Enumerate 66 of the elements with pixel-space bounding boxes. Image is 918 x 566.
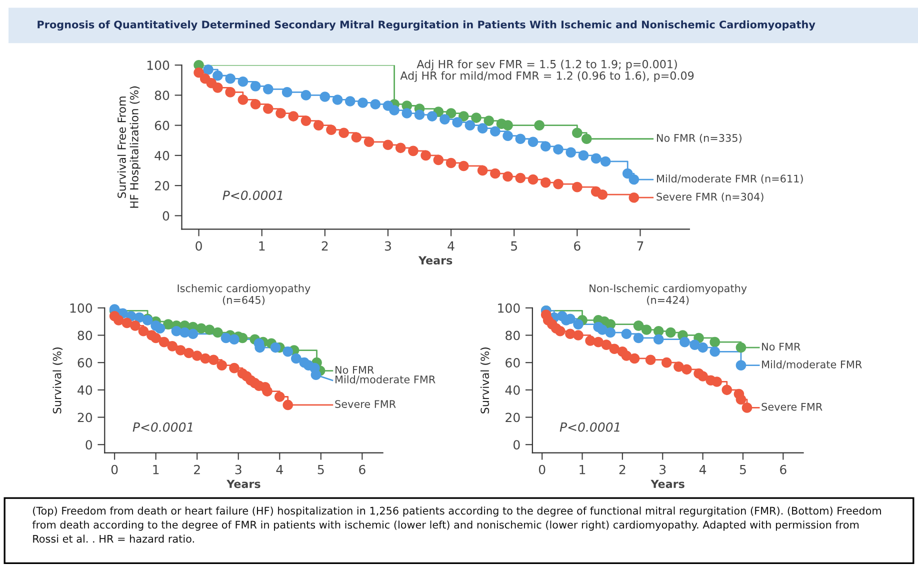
x-tick-label: 0 xyxy=(538,464,546,474)
y-tick-label: 60 xyxy=(506,358,520,368)
y-tick-label: 40 xyxy=(505,385,520,395)
legend-label: Mild/moderate FMR (n=611) xyxy=(657,174,803,184)
legend-label: Mild/moderate FMR xyxy=(762,360,862,370)
x-axis-title: Years xyxy=(418,256,452,265)
x-tick-label: 6 xyxy=(780,464,786,474)
x-tick-label: 2 xyxy=(194,464,200,474)
y-axis-title: Survival Free From HF Hospitalization (%) xyxy=(117,86,141,208)
y-tick-label: 0 xyxy=(86,440,92,450)
y-tick-label: 60 xyxy=(154,120,170,130)
x-tick-label: 4 xyxy=(699,464,706,474)
legend-label: Severe FMR xyxy=(335,400,396,408)
y-tick-label: 100 xyxy=(70,303,92,313)
y-tick-label: 100 xyxy=(147,60,170,70)
y-tick-label: 0 xyxy=(514,440,520,450)
x-tick-label: 4 xyxy=(276,464,283,474)
x-tick-label: 5 xyxy=(318,464,324,474)
y-tick-label: 80 xyxy=(78,330,92,340)
x-tick-label: 4 xyxy=(448,241,454,251)
legend-label: Severe FMR xyxy=(762,402,822,411)
legend-label: No FMR xyxy=(762,342,800,351)
x-tick-label: 0 xyxy=(196,241,202,251)
x-tick-label: 3 xyxy=(235,464,242,474)
annotation: Adj HR for mild/mod FMR = 1.2 (0.96 to 1.6), p=0.09 xyxy=(400,71,694,82)
legend-label: Mild/moderate FMR xyxy=(336,375,436,384)
chart-title: Prognosis of Quantitatively Determined Secondary Mitral Regurgitation in Patients With Ischemic and Nonischemic Cardiomyopathy xyxy=(38,20,816,31)
annotation: P<0.0001 xyxy=(132,422,192,432)
annotation: P<0.0001 xyxy=(560,422,620,432)
x-tick-label: 0 xyxy=(111,464,118,474)
y-tick-label: 20 xyxy=(506,412,520,422)
x-tick-label: 2 xyxy=(322,241,328,251)
y-tick-label: 80 xyxy=(506,330,520,340)
y-tick-label: 40 xyxy=(154,150,170,160)
x-tick-label: 2 xyxy=(619,464,626,474)
x-tick-label: 1 xyxy=(580,464,586,474)
annotation: Adj HR for sev FMR = 1.5 (1.2 to 1.9; p=0.001) xyxy=(416,60,677,70)
text: No FMR (n=335) xyxy=(657,134,742,144)
y-axis-title: Survival (%) xyxy=(480,348,490,414)
legend-label: No FMR xyxy=(336,366,374,374)
x-tick-label: 6 xyxy=(574,241,580,251)
legend-label: Severe FMR (n=304) xyxy=(656,192,764,202)
x-tick-label: 7 xyxy=(637,241,644,251)
x-tick-label: 1 xyxy=(153,464,159,474)
x-tick-label: 5 xyxy=(511,241,517,251)
x-tick-label: 3 xyxy=(660,464,666,474)
y-tick-label: 100 xyxy=(498,303,520,313)
x-tick-label: 5 xyxy=(740,464,746,474)
x-tick-label: 3 xyxy=(384,241,391,251)
x-axis-title: Years xyxy=(226,480,260,488)
y-tick-label: 20 xyxy=(154,181,170,190)
x-tick-label: 1 xyxy=(259,241,265,251)
chart-title: Ischemic cardiomyopathy xyxy=(178,284,310,294)
annotation: P<0.0001 xyxy=(222,190,282,200)
x-axis-title: Years xyxy=(650,480,684,488)
y-tick-label: 80 xyxy=(154,90,170,100)
y-tick-label: 60 xyxy=(78,358,92,368)
y-tick-label: 20 xyxy=(78,412,92,422)
text: (Top) Freedom from death or heart failure (HF) hospitalization in 1,256 patients according to the degree of functional mitral regurgitation (FMR). (Bottom) Freedom from death according to the degree of FMR in patients with ischemic (lower left) and nonischemic (lower right) cardiomyopathy. Adapted with permission from Rossi et al. . HR = hazard ratio. xyxy=(32,506,881,543)
chart-subtitle: (n=645) xyxy=(222,296,265,306)
y-tick-label: 40 xyxy=(78,385,92,395)
y-tick-label: 0 xyxy=(162,211,170,221)
x-tick-label: 6 xyxy=(359,464,366,474)
chart-subtitle: (n=424) xyxy=(647,296,689,306)
y-axis-title: Survival (%) xyxy=(52,348,63,414)
chart-title: Non-Ischemic cardiomyopathy xyxy=(590,284,747,294)
